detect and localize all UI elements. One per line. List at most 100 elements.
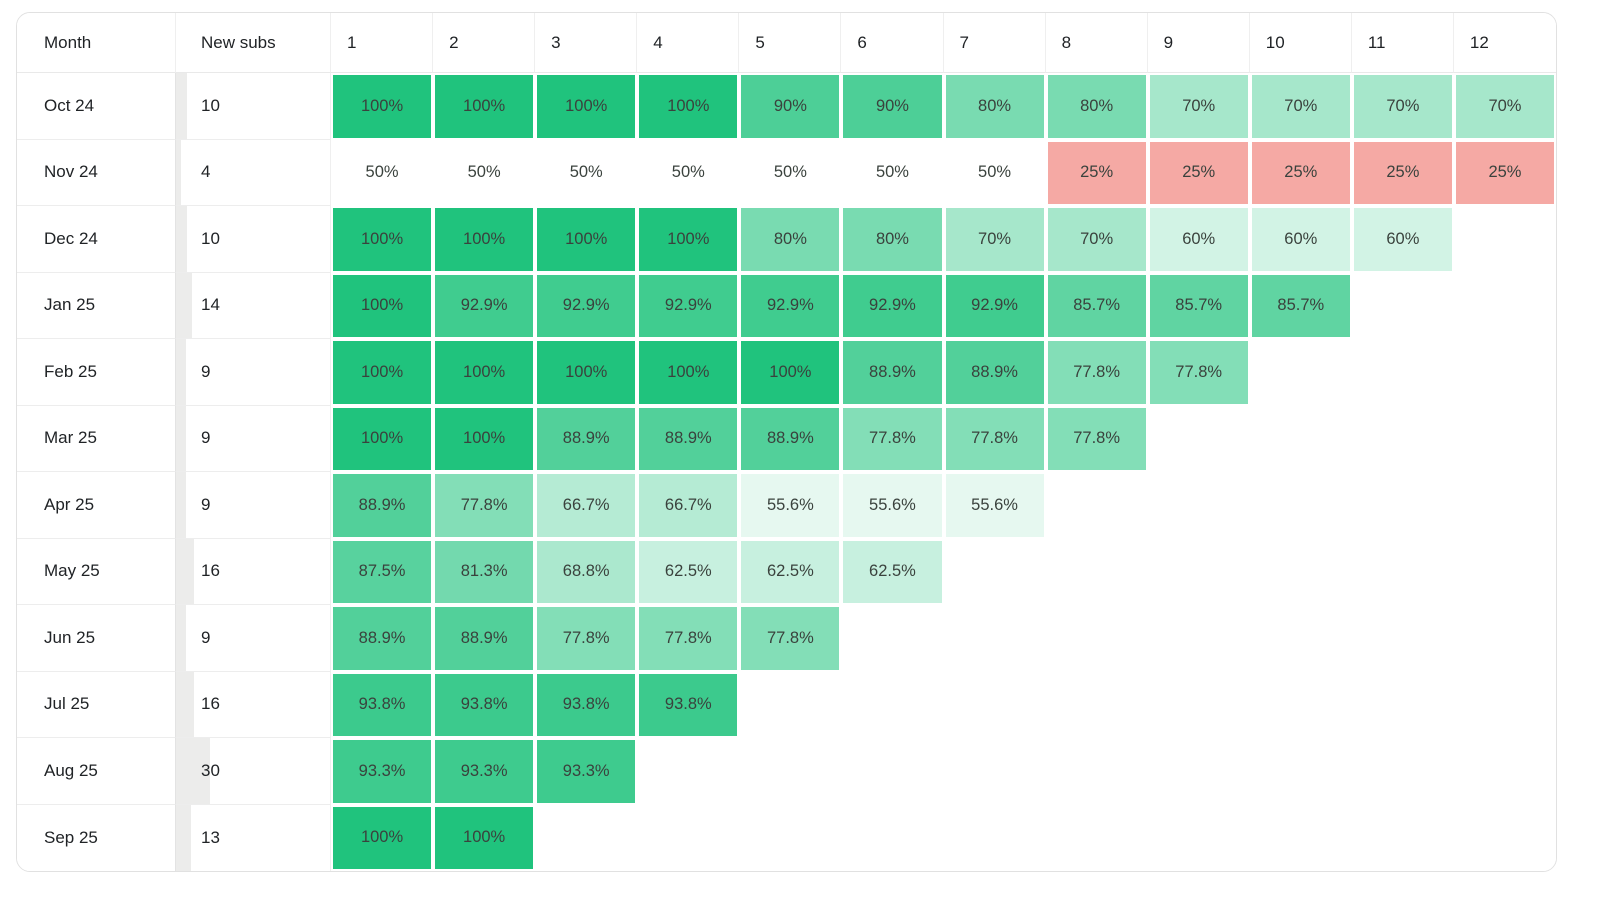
retention-cell: 100% [639,208,738,271]
retention-cell-slot: 81.3% [433,538,536,605]
retention-cell: 25% [1251,141,1350,204]
retention-cell: 62.5% [741,540,840,603]
column-header-month: Month [17,13,176,73]
retention-cell-slot [1147,538,1250,605]
new-subs-value: 14 [201,295,220,315]
new-subs-bar [176,206,188,272]
new-subs-bar [176,73,188,139]
retention-cell-slot [739,738,842,805]
retention-cell: 93.8% [333,673,432,736]
retention-cell-slot: 88.9% [637,405,740,472]
retention-cell: 100% [435,407,534,470]
retention-cell-slot: 93.3% [331,738,434,805]
retention-cell-slot: 90% [739,73,842,140]
retention-cell: 100% [537,208,636,271]
retention-cell: 88.9% [333,474,432,537]
retention-cell-slot: 60% [1351,206,1454,273]
retention-cell: 60% [1149,208,1248,271]
retention-cell-slot: 25% [1453,139,1556,206]
retention-cell: 93.3% [435,740,534,803]
row-new-subs-cell: 13 [176,804,331,871]
new-subs-bar [176,538,195,604]
retention-cell-slot [637,804,740,871]
retention-cell: 50% [333,141,432,204]
retention-cell: 70% [1353,75,1452,138]
retention-cell: 62.5% [639,540,738,603]
retention-cell-slot: 77.8% [1147,339,1250,406]
retention-cell: 25% [1047,141,1146,204]
row-new-subs-cell: 10 [176,206,331,273]
retention-cell: 87.5% [333,540,432,603]
retention-cell-slot [943,738,1046,805]
retention-cell-slot: 85.7% [1045,272,1148,339]
column-header-month-5: 5 [739,13,842,73]
retention-cell-slot: 85.7% [1147,272,1250,339]
retention-cell-slot: 92.9% [739,272,842,339]
retention-cell-slot: 100% [331,804,434,871]
retention-cell: 81.3% [435,540,534,603]
retention-cell-slot [1351,339,1454,406]
column-header-month-9: 9 [1147,13,1250,73]
retention-cell-slot: 92.9% [841,272,944,339]
retention-cell-slot [841,738,944,805]
retention-cell-slot [1453,538,1556,605]
retention-cell-slot: 25% [1249,139,1352,206]
row-month-label: Jan 25 [17,272,176,339]
new-subs-value: 9 [201,627,211,647]
retention-cell: 90% [843,75,942,138]
retention-cell-slot [1351,605,1454,672]
retention-cell: 77.8% [639,607,738,670]
retention-cell: 100% [435,341,534,404]
new-subs-value: 13 [201,827,220,847]
retention-cell: 100% [333,274,432,337]
row-month-label: Nov 24 [17,139,176,206]
retention-cell-slot: 70% [1249,73,1352,140]
retention-cell-slot: 66.7% [637,472,740,539]
retention-cell: 25% [1455,141,1554,204]
retention-cell-slot [943,671,1046,738]
retention-cell-slot [535,804,638,871]
retention-cell-slot: 92.9% [637,272,740,339]
row-month-label: Jul 25 [17,671,176,738]
retention-cell: 100% [333,407,432,470]
column-header-month-3: 3 [535,13,638,73]
retention-cell: 25% [1149,141,1248,204]
retention-cell-slot [1351,738,1454,805]
retention-cell: 77.8% [741,607,840,670]
row-month-label: May 25 [17,538,176,605]
retention-cell-slot [739,671,842,738]
retention-cell-slot: 100% [637,73,740,140]
retention-cell-slot: 93.8% [433,671,536,738]
retention-cell-slot [1453,605,1556,672]
retention-cell-slot [1249,671,1352,738]
retention-cell: 80% [1047,75,1146,138]
retention-cell-slot [1045,538,1148,605]
retention-cell-slot [1453,272,1556,339]
row-new-subs-cell: 16 [176,538,331,605]
retention-cell-slot: 62.5% [637,538,740,605]
row-month-label: Feb 25 [17,339,176,406]
retention-cell-slot [1147,804,1250,871]
retention-cell-slot: 55.6% [943,472,1046,539]
retention-cell-slot: 50% [637,139,740,206]
retention-cell: 100% [537,75,636,138]
retention-cell-slot [1045,605,1148,672]
retention-cell-slot: 70% [1045,206,1148,273]
row-new-subs-cell: 9 [176,339,331,406]
retention-cell: 100% [435,208,534,271]
row-new-subs-cell: 9 [176,605,331,672]
column-header-month-12: 12 [1453,13,1556,73]
retention-cell-slot [1045,804,1148,871]
retention-cell-slot: 100% [535,206,638,273]
retention-cell-slot [1147,738,1250,805]
retention-cell-slot: 25% [1147,139,1250,206]
retention-cell: 55.6% [843,474,942,537]
retention-cell-slot: 50% [331,139,434,206]
new-subs-bar [176,605,187,671]
retention-cell-slot: 60% [1249,206,1352,273]
retention-cell: 77.8% [1047,341,1146,404]
retention-cell-slot [1147,605,1250,672]
row-new-subs-cell: 10 [176,73,331,140]
retention-cell-slot: 50% [943,139,1046,206]
column-header-month-4: 4 [637,13,740,73]
